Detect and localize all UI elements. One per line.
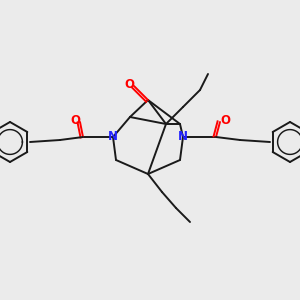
Text: O: O bbox=[220, 115, 230, 128]
Text: N: N bbox=[108, 130, 118, 142]
Text: O: O bbox=[124, 79, 134, 92]
Text: N: N bbox=[178, 130, 188, 142]
Text: O: O bbox=[70, 115, 80, 128]
